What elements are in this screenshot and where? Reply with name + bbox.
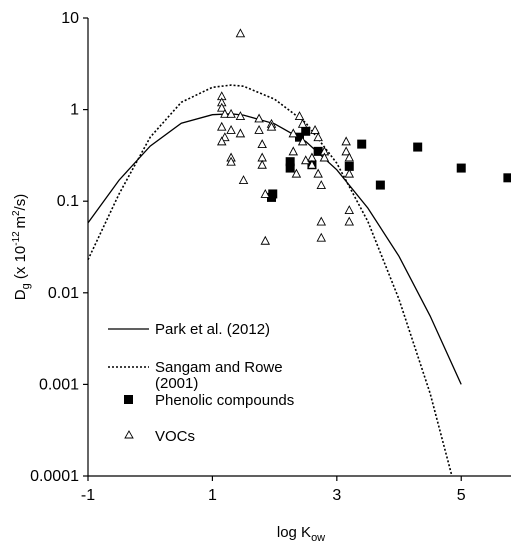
legend-label-sangam-line1: Sangam and Rowe: [155, 359, 283, 376]
voc-point: [216, 121, 227, 131]
series-points: [216, 28, 511, 245]
voc-point: [220, 108, 230, 118]
phenolic-point: [268, 189, 278, 199]
legend-label-park: Park et al. (2012): [155, 321, 270, 338]
voc-point: [297, 136, 308, 146]
phenolic-point: [301, 126, 311, 136]
voc-point: [226, 108, 236, 118]
phenolic-point: [344, 161, 354, 171]
series-line-1: [87, 84, 453, 477]
x-tick-label: 5: [457, 487, 466, 504]
series-line-0: [87, 113, 462, 385]
voc-point: [313, 168, 323, 178]
voc-point: [260, 235, 271, 245]
voc-point: [307, 159, 317, 169]
x-axis-title: log Kow: [277, 524, 325, 544]
voc-point: [344, 168, 355, 178]
voc-point: [235, 128, 246, 138]
voc-point: [300, 155, 311, 165]
y-axis-title-d: D: [12, 289, 29, 300]
y-axis-title-unit-exp: 2: [11, 210, 22, 216]
y-tick-label: 0.001: [39, 376, 79, 393]
legend: Park et al. (2012) Sangam and Rowe (2001…: [108, 321, 294, 445]
phenolic-point: [503, 173, 511, 183]
voc-point: [288, 146, 299, 156]
y-axis-title-exp: -12: [11, 229, 22, 246]
voc-point: [226, 156, 236, 166]
legend-marker-voc: [124, 430, 134, 439]
y-axis-title: Dg (x 10-12 m2/s): [11, 194, 32, 300]
voc-point: [226, 124, 236, 134]
voc-point: [313, 132, 323, 142]
legend-label-sangam-line2: (2001): [155, 375, 198, 392]
voc-point: [216, 102, 227, 112]
voc-point: [297, 118, 308, 128]
voc-point: [319, 152, 330, 162]
voc-point: [216, 136, 227, 146]
voc-point: [316, 216, 327, 226]
y-ticks: 10 1 0.1 0.01 0.001 0.0001: [30, 10, 88, 485]
voc-point: [341, 136, 351, 146]
x-tick-label: 3: [332, 487, 341, 504]
voc-point: [238, 175, 249, 185]
voc-point: [257, 159, 267, 169]
voc-point: [235, 111, 246, 121]
voc-point: [344, 152, 355, 162]
legend-label-voc: VOCs: [155, 428, 195, 445]
voc-point: [341, 146, 351, 156]
x-ticks: -1 1 3 5: [81, 476, 466, 504]
y-tick-label: 0.01: [48, 285, 79, 302]
y-tick-label: 10: [61, 10, 79, 27]
legend-marker-phenolic: [124, 395, 133, 404]
y-axis-title-d-sub: g: [20, 283, 32, 289]
voc-point: [316, 232, 327, 242]
voc-point: [291, 168, 302, 178]
voc-point: [254, 113, 264, 123]
axes: [87, 18, 511, 477]
y-axis-title-close: /s): [12, 194, 29, 211]
voc-point: [266, 121, 277, 131]
voc-point: [254, 124, 264, 134]
x-tick-label: 1: [208, 487, 217, 504]
voc-point: [260, 188, 271, 198]
phenolic-point: [295, 132, 304, 142]
legend-label-phenolic: Phenolic compounds: [155, 392, 294, 409]
voc-point: [294, 111, 305, 121]
voc-point: [235, 28, 246, 38]
phenolic-point: [357, 139, 367, 149]
phenolic-point: [413, 142, 423, 152]
voc-point: [288, 128, 299, 138]
phenolic-point: [285, 163, 295, 173]
y-tick-label: 0.0001: [30, 468, 79, 485]
voc-point: [344, 205, 355, 215]
x-axis-title-sub: ow: [311, 532, 325, 544]
y-tick-label: 1: [70, 102, 79, 119]
x-tick-label: -1: [81, 487, 95, 504]
voc-point: [257, 139, 267, 149]
voc-point: [316, 180, 327, 190]
y-axis-title-unit: m: [12, 216, 29, 229]
voc-point: [310, 124, 320, 134]
y-axis-title-open: (x 10: [12, 246, 29, 284]
y-tick-label: 0.1: [57, 193, 79, 210]
phenolic-point: [456, 163, 466, 173]
voc-point: [344, 216, 355, 226]
phenolic-point: [313, 146, 323, 156]
series-lines: [87, 84, 462, 477]
phenolic-point: [285, 157, 295, 167]
phenolic-point: [375, 180, 385, 190]
x-axis-title-main: log K: [277, 524, 311, 541]
